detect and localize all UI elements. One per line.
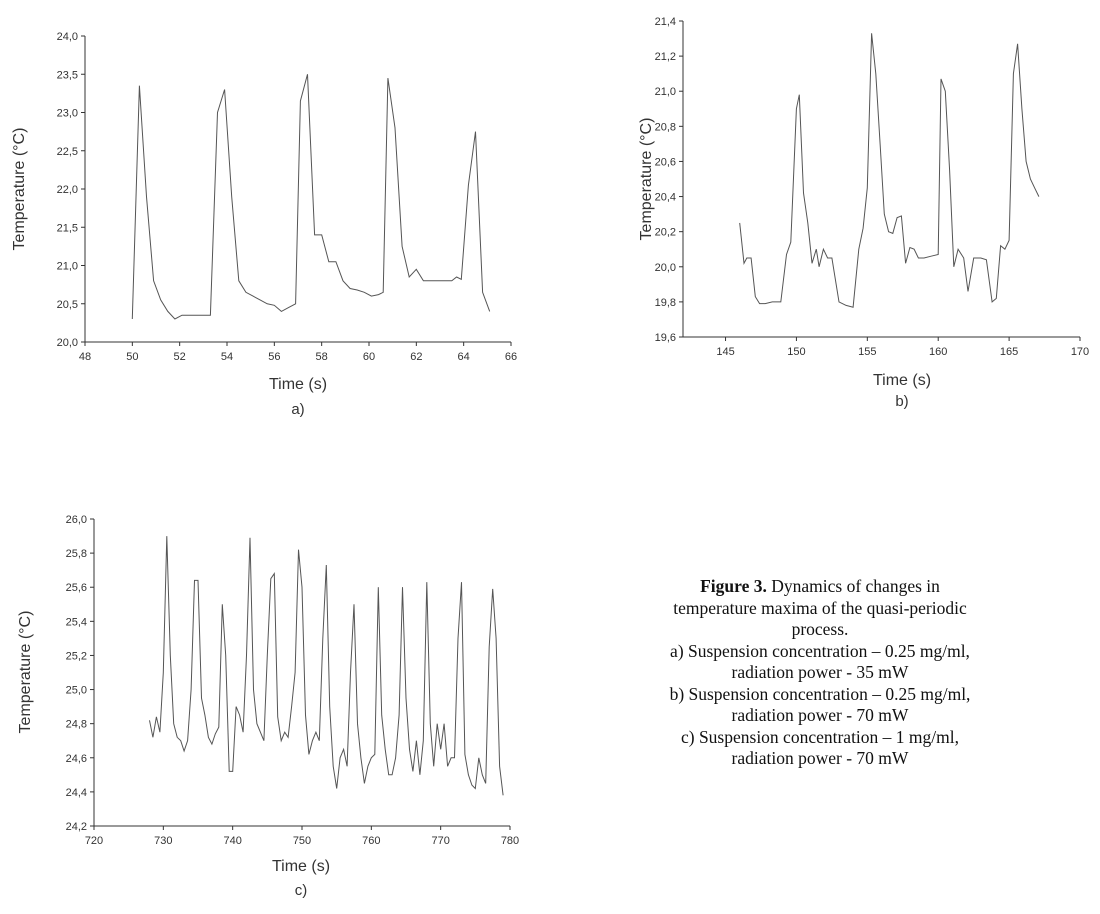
chart-c: Temperature (°C) Time (s) c) 24,2 24,4 24,… [17,514,519,899]
panel-label-c: c) [295,882,308,899]
x-tick-label-b: 145 [716,346,734,358]
y-tick-label-a: 20,0 [57,337,78,349]
y-tick-label-b: 20,4 [655,192,676,204]
y-tick-label-c: 25,2 [66,650,87,662]
y-tick-label-a: 21,5 [57,222,78,234]
y-tick-label-c: 24,4 [66,787,87,799]
panel-label-a: a) [291,401,304,418]
y-tick-label-b: 20,2 [655,227,676,239]
caption-line-8: radiation power - 70 mW [731,748,909,768]
x-tick-label-c: 740 [223,835,241,847]
x-tick-label-a: 52 [174,351,186,363]
chart-b: Temperature (°C) Time (s) b) 19,6 19,8 20,… [638,16,1089,410]
y-tick-label-c: 25,8 [66,548,87,560]
x-tick-label-c: 730 [154,835,172,847]
y-tick-label-a: 21,0 [57,261,78,273]
y-tick-label-c: 25,4 [66,616,87,628]
x-tick-label-b: 155 [858,346,876,358]
figure-caption: Figure 3. Dynamics of changes in tempera… [540,576,1100,770]
y-tick-label-a: 22,5 [57,146,78,158]
y-tick-label-b: 20,0 [655,262,676,274]
y-tick-label-b: 20,8 [655,121,676,133]
x-tick-label-b: 160 [929,346,947,358]
caption-line-6: radiation power - 70 mW [731,705,909,725]
y-tick-label-b: 19,8 [655,297,676,309]
x-tick-label-c: 780 [501,835,519,847]
y-tick-label-c: 24,6 [66,753,87,765]
x-tick-label-a: 58 [316,351,328,363]
y-tick-label-a: 22,0 [57,184,78,196]
figure-label: Figure 3. [700,576,767,596]
chart-a: Temperature (°C) Time (s) a) 20,0 20,5 21,… [11,31,517,418]
y-tick-label-c: 26,0 [66,514,87,526]
caption-line-1: temperature maxima of the quasi-periodic [673,597,967,618]
caption-line-4: radiation power - 35 mW [731,662,909,682]
x-axis-title-b: Time (s) [873,372,931,389]
caption-line-2: process. [791,619,849,639]
series-line-c-0 [149,536,504,796]
y-tick-label-a: 20,5 [57,299,78,311]
y-axis-title-c: Temperature (°C) [17,611,34,734]
y-tick-label-a: 23,0 [57,108,78,120]
caption-line-0: Figure 3. Dynamics of changes in [540,576,1100,598]
x-tick-label-a: 56 [268,351,280,363]
series-line-a-0 [131,74,491,320]
x-tick-label-b: 150 [787,346,805,358]
x-tick-label-a: 50 [126,351,138,363]
caption-text-0: Dynamics of changes in [766,576,940,596]
x-tick-label-c: 750 [293,835,311,847]
x-tick-label-a: 60 [363,351,375,363]
y-tick-label-a: 23,5 [57,69,78,81]
y-tick-label-b: 21,2 [655,51,676,63]
y-tick-label-b: 20,6 [655,156,676,168]
y-tick-label-b: 21,0 [655,86,676,98]
x-tick-label-c: 760 [362,835,380,847]
x-axis-title-a: Time (s) [269,376,327,393]
y-tick-label-c: 25,6 [66,582,87,594]
y-axis-title-b: Temperature (°C) [638,118,655,241]
panel-label-b: b) [895,393,908,410]
caption-line-5: b) Suspension concentration – 0.25 mg/ml… [669,683,971,704]
x-tick-label-a: 64 [458,351,470,363]
y-tick-label-c: 25,0 [66,685,87,697]
x-tick-label-a: 48 [79,351,91,363]
x-axis-title-c: Time (s) [272,858,330,875]
y-axis-title-a: Temperature (°C) [11,128,28,251]
caption-line-3: a) Suspension concentration – 0.25 mg/ml… [670,640,970,661]
series-line-b-0 [739,33,1040,308]
y-tick-label-a: 24,0 [57,31,78,43]
y-tick-label-b: 19,6 [655,332,676,344]
y-tick-label-c: 24,8 [66,719,87,731]
y-tick-label-c: 24,2 [66,821,87,833]
x-tick-label-c: 720 [85,835,103,847]
x-tick-label-a: 62 [410,351,422,363]
caption-line-7: c) Suspension concentration – 1 mg/ml, [680,726,959,747]
x-tick-label-b: 170 [1071,346,1089,358]
y-tick-label-b: 21,4 [655,16,676,28]
x-tick-label-c: 770 [431,835,449,847]
x-tick-label-a: 54 [221,351,233,363]
x-tick-label-b: 165 [1000,346,1018,358]
x-tick-label-a: 66 [505,351,517,363]
